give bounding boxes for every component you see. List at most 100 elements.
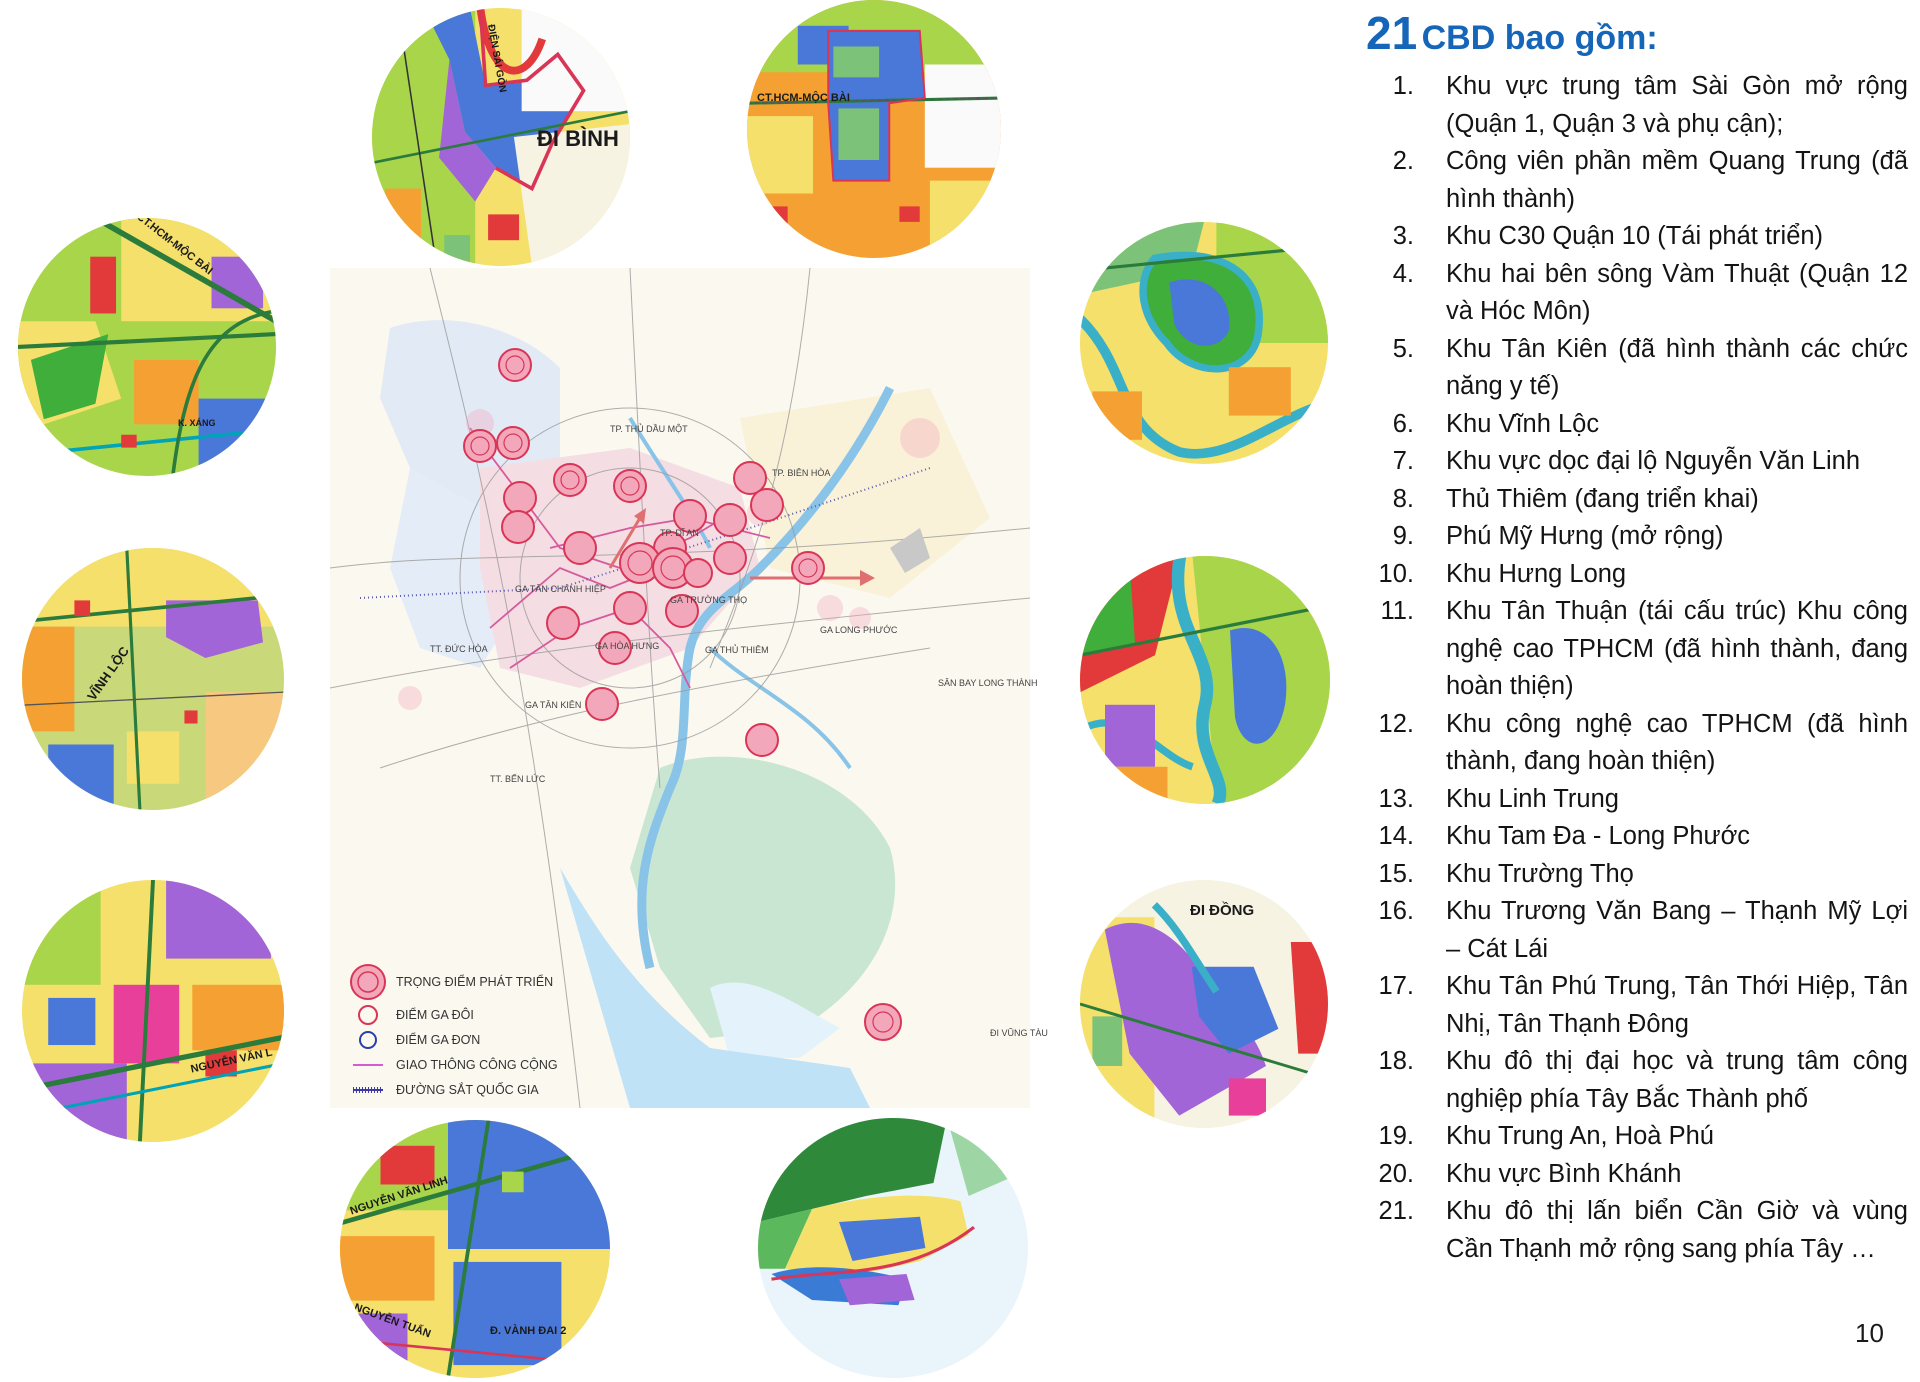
cbd-item-number: 15. xyxy=(1378,859,1414,888)
legend-item: GIAO THÔNG CÔNG CỘNG xyxy=(340,1052,630,1077)
cbd-list-item: 13. Khu Linh Trung xyxy=(1362,781,1908,819)
cbd-list-item: 4. Khu hai bên sông Vàm Thuật (Quận 12 và… xyxy=(1362,256,1908,331)
cbd-item-text: Phú Mỹ Hưng (mở rộng) xyxy=(1446,522,1724,550)
cbd-item-number: 16. xyxy=(1378,897,1414,925)
cbd-item-text: Khu Tân Thuận (tái cấu trúc) Khu công ng… xyxy=(1446,597,1908,700)
map-label: TP. DĨ AN xyxy=(660,528,699,538)
detail-map-right-3: ĐI ĐỒNG xyxy=(1080,880,1328,1128)
cbd-list-item: 1. Khu vực trung tâm Sài Gòn mở rộng (Quậ… xyxy=(1362,68,1908,143)
map-label: GA TÂN CHÁNH HIỆP xyxy=(515,584,606,594)
cbd-list-item: 21. Khu đô thị lấn biển Cần Giờ và vùng C… xyxy=(1362,1193,1908,1268)
cbd-panel: 21 CBD bao gồm: 1. Khu vực trung tâm Sài … xyxy=(1362,6,1908,1268)
detail-map-left-2: VĨNH LỘC xyxy=(22,548,284,810)
detail-map-top-left: ĐI BÌNH ĐIỆN SÁI GÒN xyxy=(372,8,630,266)
cbd-list-item: 3. Khu C30 Quận 10 (Tái phát triển) xyxy=(1362,218,1908,256)
map-label: GA THỦ THIÊM xyxy=(705,645,769,655)
legend-item: ĐƯỜNG SẮT QUỐC GIA xyxy=(340,1077,630,1102)
cbd-list-item: 11. Khu Tân Thuận (tái cấu trúc) Khu công… xyxy=(1362,593,1908,706)
map-label: ĐI VŨNG TÀU xyxy=(990,1028,1048,1038)
cbd-item-text: Khu Tam Đa - Long Phước xyxy=(1446,822,1751,850)
single-station-icon xyxy=(340,1028,396,1052)
legend-item: ĐIỂM GA ĐƠN xyxy=(340,1027,630,1052)
cbd-item-text: Công viên phần mềm Quang Trung (đã hình … xyxy=(1446,147,1908,213)
national-railway-icon xyxy=(340,1085,396,1095)
cbd-list-item: 12. Khu công nghệ cao TPHCM (đã hình thàn… xyxy=(1362,706,1908,781)
map-label: TP. THỦ DẦU MỘT xyxy=(610,424,688,434)
cbd-item-text: Khu C30 Quận 10 (Tái phát triển) xyxy=(1446,222,1824,250)
cbd-list-item: 9. Phú Mỹ Hưng (mở rộng) xyxy=(1362,518,1908,556)
development-focus-icon xyxy=(340,962,396,1002)
cbd-item-number: 11. xyxy=(1380,597,1414,625)
circle-label: ĐI ĐỒNG xyxy=(1190,902,1255,919)
cbd-list-item: 17. Khu Tân Phú Trung, Tân Thới Hiệp, Tân… xyxy=(1362,968,1908,1043)
public-transit-line-icon xyxy=(340,1060,396,1070)
circle-label: K. XÁNG xyxy=(178,418,216,428)
cbd-item-text: Khu đô thị lấn biển Cần Giờ và vùng Cần … xyxy=(1446,1197,1908,1263)
legend-item: ĐIỂM GA ĐÔI xyxy=(340,1002,630,1027)
map-label: GA TÂN KIÊN xyxy=(525,700,582,710)
main-city-map: GA TÂN CHÁNH HIỆP GA TRƯỜNG THỌ GA HÒA H… xyxy=(330,268,1048,1108)
cbd-item-number: 4. xyxy=(1392,259,1414,288)
detail-map-top-center: CT.HCM-MỘC BÀI xyxy=(747,0,1001,258)
cbd-item-number: 6. xyxy=(1392,409,1414,438)
cbd-item-text: Khu Vĩnh Lộc xyxy=(1446,409,1600,438)
legend-label: ĐIỂM GA ĐƠN xyxy=(396,1032,481,1047)
title-number: 21 xyxy=(1366,7,1418,59)
map-label: GA LONG PHƯỚC xyxy=(820,625,898,635)
cbd-item-number: 19. xyxy=(1378,1122,1414,1150)
cbd-item-number: 8. xyxy=(1392,484,1414,513)
cbd-item-number: 7. xyxy=(1392,447,1414,475)
cbd-item-number: 20. xyxy=(1378,1159,1414,1188)
detail-map-right-1 xyxy=(1080,222,1328,464)
detail-map-left-1: CT.HCM-MỘC BÀI K. XÁNG xyxy=(18,218,276,476)
cbd-list-item: 10. Khu Hưng Long xyxy=(1362,556,1908,594)
legend-label: ĐƯỜNG SẮT QUỐC GIA xyxy=(396,1082,539,1097)
cbd-item-number: 13. xyxy=(1378,784,1414,813)
cbd-item-text: Khu công nghệ cao TPHCM (đã hình thành, … xyxy=(1446,709,1908,776)
cbd-list-item: 19. Khu Trung An, Hoà Phú xyxy=(1362,1118,1908,1156)
cbd-list-item: 7. Khu vực dọc đại lộ Nguyễn Văn Linh xyxy=(1362,443,1908,481)
cbd-item-text: Khu Trường Thọ xyxy=(1446,859,1634,888)
cbd-item-number: 9. xyxy=(1392,522,1414,550)
cbd-item-text: Khu Tân Phú Trung, Tân Thới Hiệp, Tân Nh… xyxy=(1446,972,1908,1038)
cbd-item-number: 3. xyxy=(1392,222,1414,250)
panel-title: 21 CBD bao gồm: xyxy=(1366,6,1908,60)
cbd-list-item: 2. Công viên phần mềm Quang Trung (đã hìn… xyxy=(1362,143,1908,218)
cbd-list-item: 5. Khu Tân Kiên (đã hình thành các chức n… xyxy=(1362,331,1908,406)
map-label: TT. BẾN LỨC xyxy=(490,774,546,784)
map-label: SÂN BAY LONG THÀNH xyxy=(938,678,1038,688)
cbd-item-text: Khu Tân Kiên (đã hình thành các chức năn… xyxy=(1446,334,1908,401)
cbd-list-item: 8. Thủ Thiêm (đang triển khai) xyxy=(1362,481,1908,519)
cbd-item-number: 2. xyxy=(1392,147,1414,175)
cbd-item-text: Khu hai bên sông Vàm Thuật (Quận 12 và H… xyxy=(1446,259,1908,326)
detail-map-right-2 xyxy=(1080,556,1330,804)
cbd-item-text: Khu Trương Văn Bang – Thạnh Mỹ Lợi – Cát… xyxy=(1446,897,1908,963)
double-station-icon xyxy=(340,1003,396,1027)
map-label: TP. BIÊN HÒA xyxy=(772,468,831,478)
cbd-item-text: Khu Linh Trung xyxy=(1446,784,1619,813)
legend-label: ĐIỂM GA ĐÔI xyxy=(396,1007,474,1022)
cbd-item-number: 21. xyxy=(1378,1197,1414,1225)
cbd-item-number: 14. xyxy=(1378,822,1414,850)
cbd-list-item: 6. Khu Vĩnh Lộc xyxy=(1362,406,1908,444)
cbd-item-text: Khu Hưng Long xyxy=(1446,559,1627,588)
map-label: TT. ĐỨC HÒA xyxy=(430,644,488,654)
legend-label: GIAO THÔNG CÔNG CỘNG xyxy=(396,1057,558,1072)
cbd-item-text: Thủ Thiêm (đang triển khai) xyxy=(1446,484,1759,513)
cbd-item-number: 1. xyxy=(1392,72,1414,100)
cbd-item-text: Khu vực Bình Khánh xyxy=(1446,1159,1682,1188)
cbd-item-text: Khu vực trung tâm Sài Gòn mở rộng (Quận … xyxy=(1446,72,1908,138)
cbd-item-number: 10. xyxy=(1378,559,1414,588)
circle-label: CT.HCM-MỘC BÀI xyxy=(757,92,850,104)
cbd-list-item: 20. Khu vực Bình Khánh xyxy=(1362,1156,1908,1194)
circle-label: ĐI BÌNH xyxy=(537,126,619,151)
cbd-item-text: Khu đô thị đại học và trung tâm công ngh… xyxy=(1446,1047,1908,1113)
legend-label: TRỌNG ĐIỂM PHÁT TRIỂN xyxy=(396,975,554,989)
map-legend: TRỌNG ĐIỂM PHÁT TRIỂN ĐIỂM GA ĐÔI ĐIỂM G… xyxy=(340,962,630,1102)
circle-label: Đ. VÀNH ĐAI 2 xyxy=(490,1325,567,1337)
cbd-item-number: 5. xyxy=(1392,334,1414,363)
cbd-list-item: 16. Khu Trương Văn Bang – Thạnh Mỹ Lợi – … xyxy=(1362,893,1908,968)
cbd-list-item: 15. Khu Trường Thọ xyxy=(1362,856,1908,894)
cbd-item-text: Khu vực dọc đại lộ Nguyễn Văn Linh xyxy=(1446,447,1861,475)
detail-map-bottom-center xyxy=(758,1118,1028,1378)
